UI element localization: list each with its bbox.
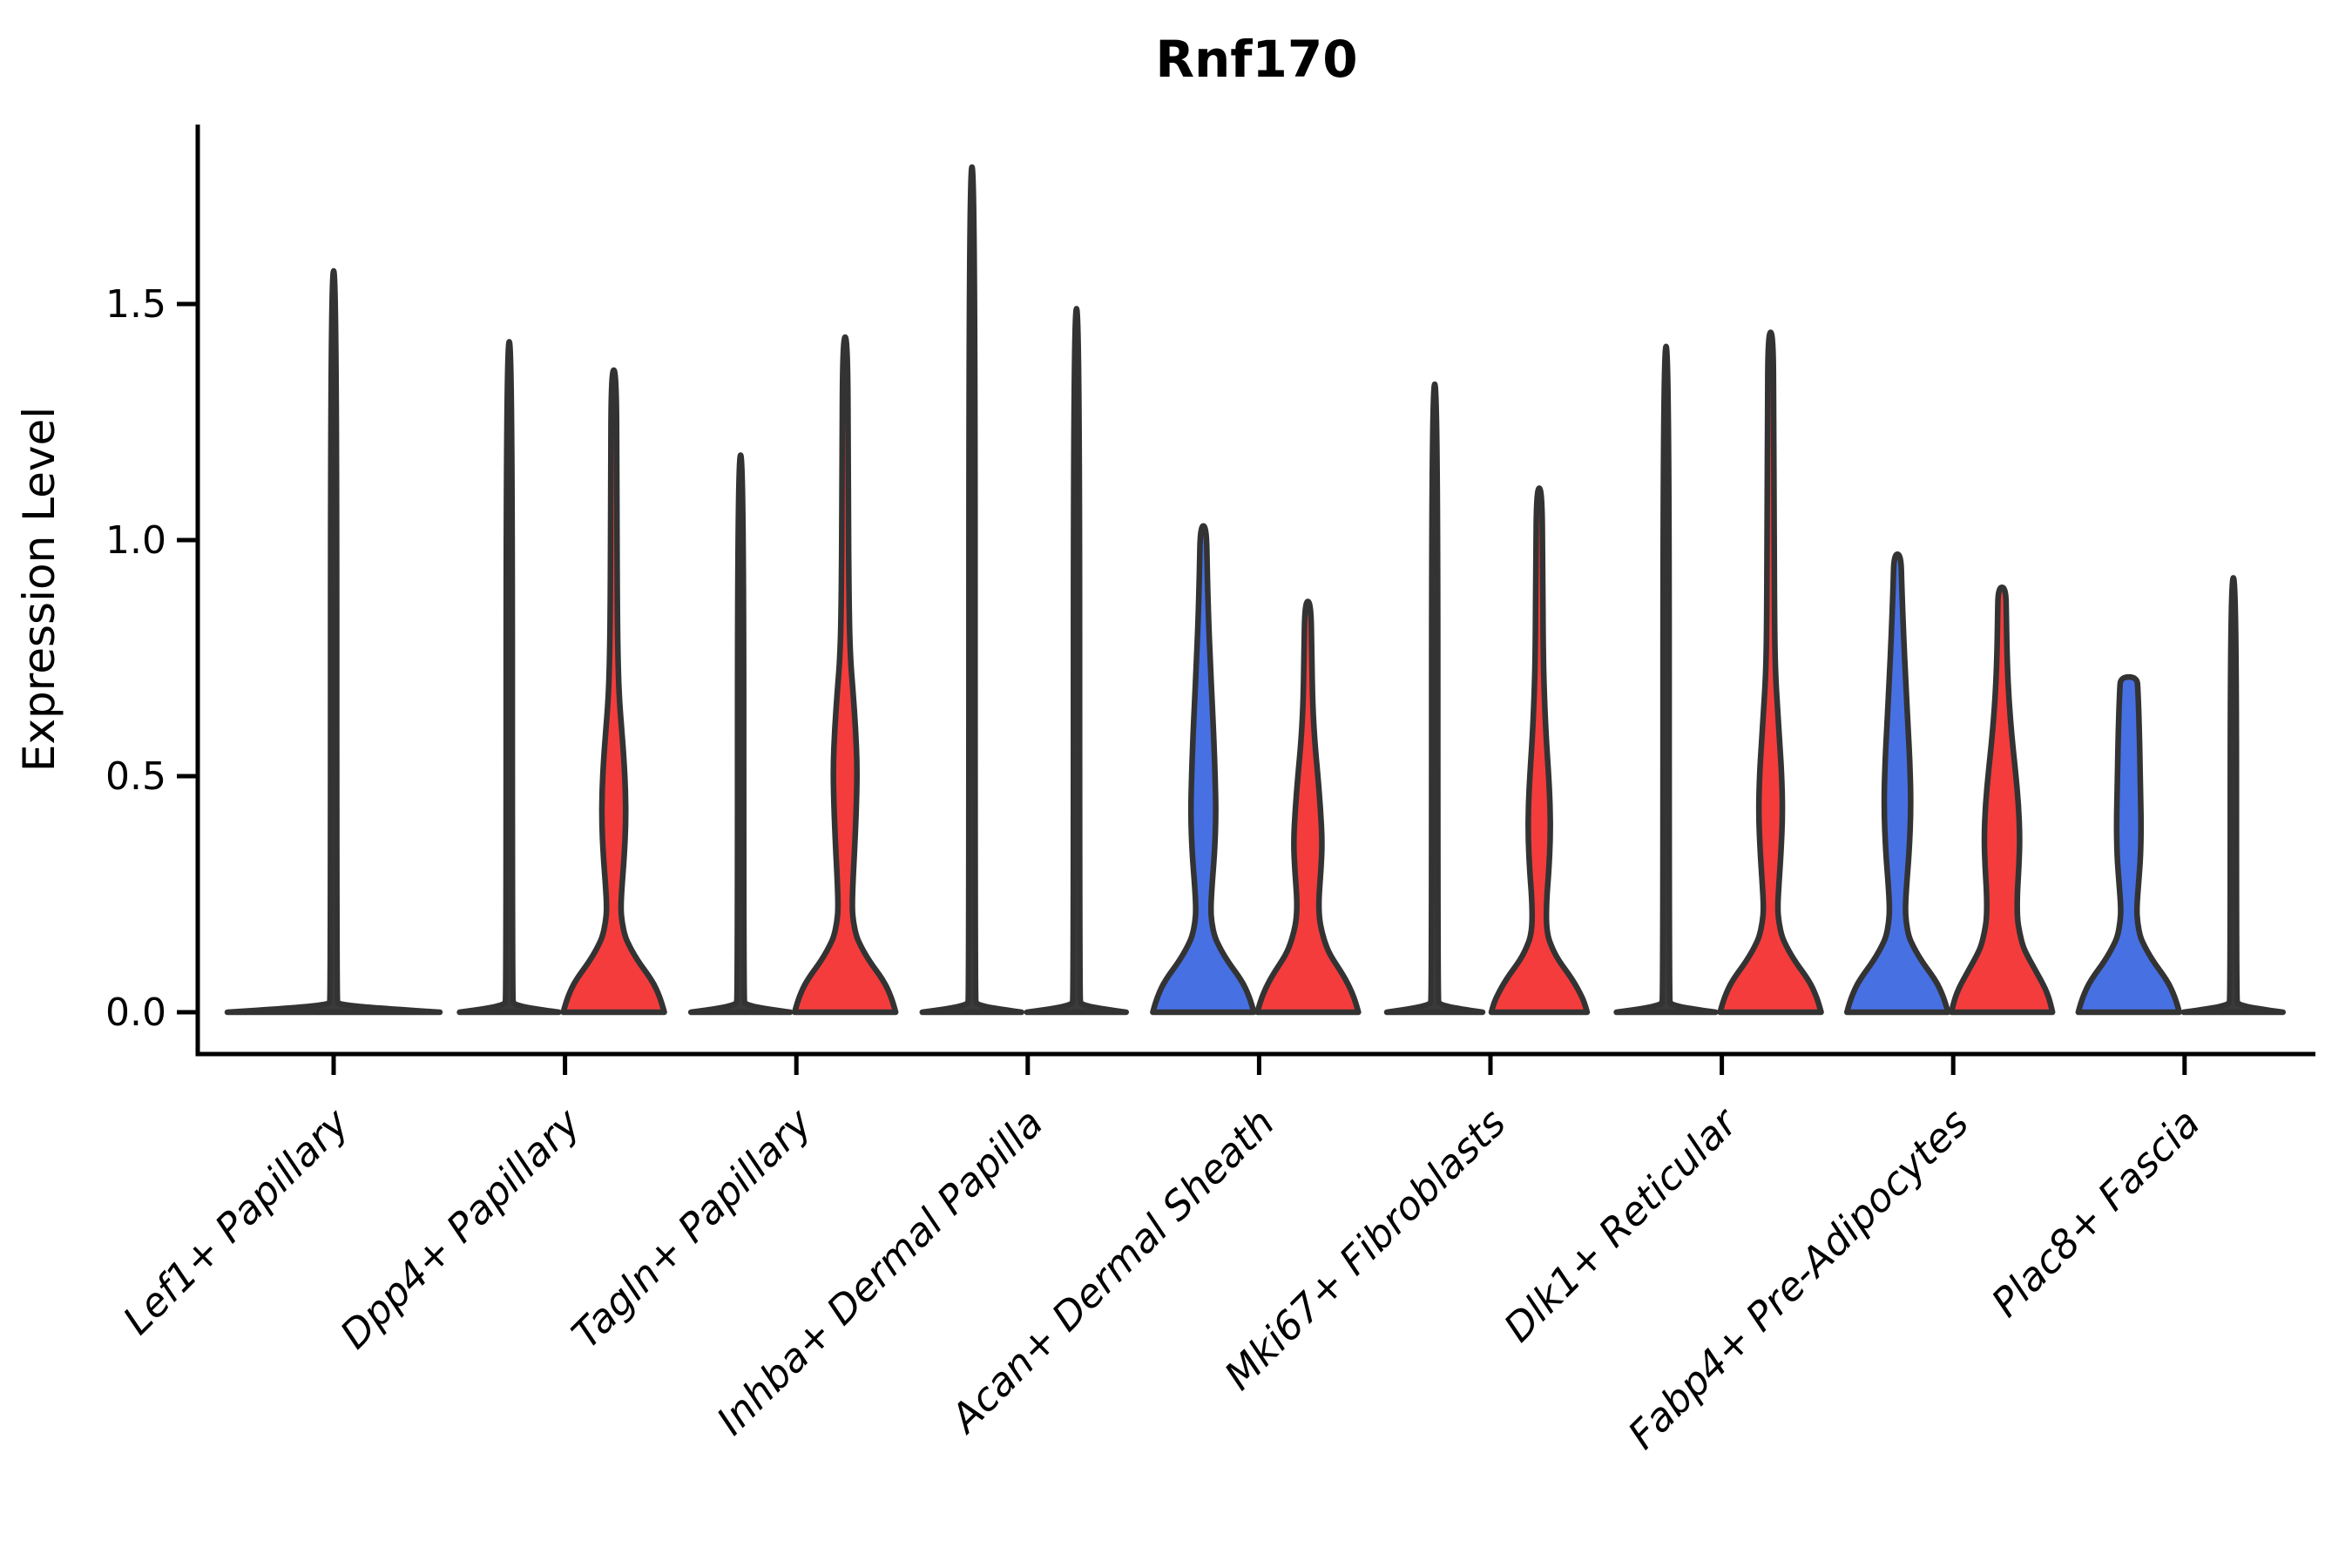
violin-right-red <box>1717 329 1824 1016</box>
y-axis-title: Expression Level <box>14 407 64 772</box>
chart-title: Rnf170 <box>1155 30 1357 89</box>
violin-right-red <box>1488 485 1591 1016</box>
violin-left-blue <box>2075 673 2183 1016</box>
violin-left-spike <box>1383 381 1486 1016</box>
violin-left-spike <box>1613 343 1719 1016</box>
violin-right-red <box>1254 598 1362 1016</box>
violin-single-spike <box>224 267 443 1016</box>
y-tick-label: 1.0 <box>105 518 166 563</box>
x-tick-label: Dpp4+ Papillary <box>331 1098 590 1357</box>
violin-right-red <box>1948 584 2056 1016</box>
violin-right-red <box>791 334 899 1016</box>
y-tick-label: 0.5 <box>105 754 166 799</box>
x-tick-label: Plac8+ Fascia <box>1983 1099 2209 1326</box>
violin-right-red <box>560 367 667 1016</box>
x-tick-label: Dlk1+ Reticular <box>1495 1098 1747 1351</box>
violin-left-blue <box>1843 551 1951 1016</box>
y-tick-label: 0.0 <box>105 990 166 1035</box>
y-tick-label: 1.5 <box>105 282 166 327</box>
x-tick-label: Lef1+ Papillary <box>114 1098 359 1343</box>
violin-left-spike <box>919 164 1025 1016</box>
violin-left-blue <box>1150 523 1257 1016</box>
violin-left-spike <box>456 339 562 1016</box>
violin-right-spike <box>2180 575 2287 1016</box>
violin-left-spike <box>687 452 794 1016</box>
x-tick-label: Tagln+ Papillary <box>563 1098 821 1357</box>
violin-right-spike <box>1024 306 1130 1016</box>
